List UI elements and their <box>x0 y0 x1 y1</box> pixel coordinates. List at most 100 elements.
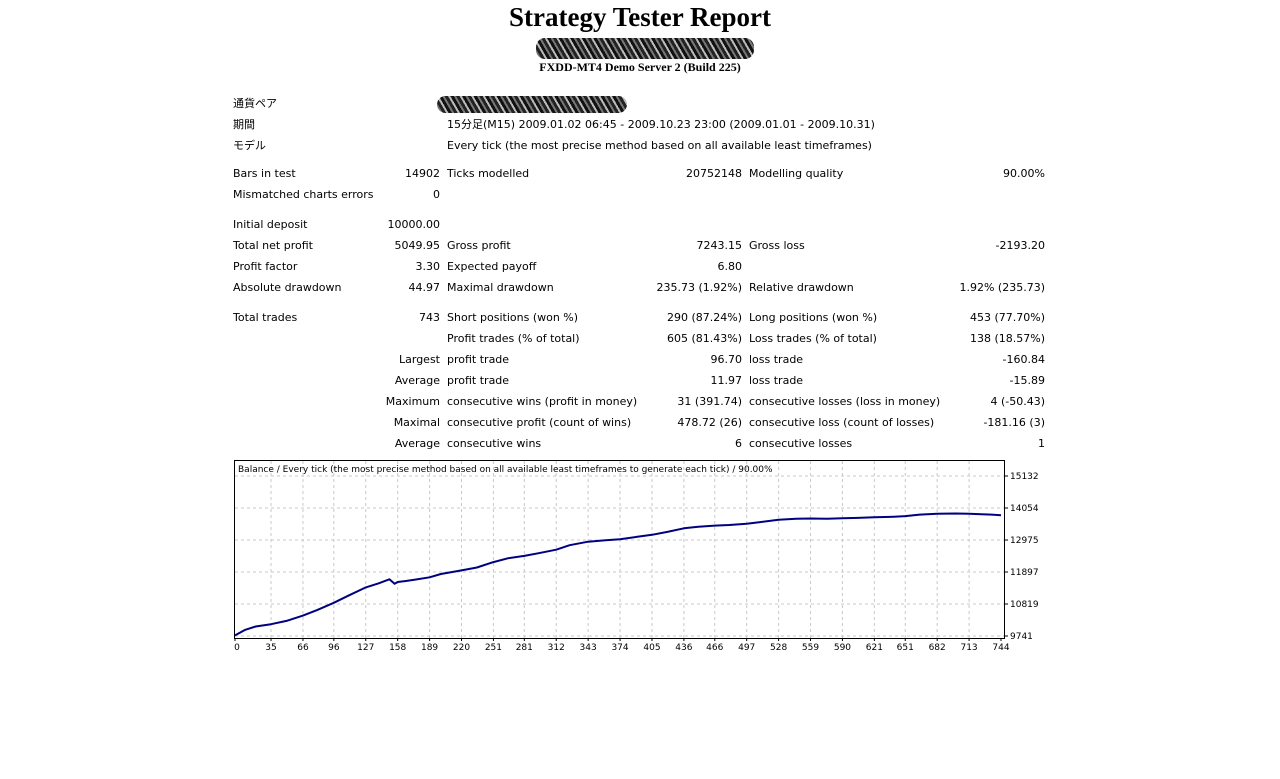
period-value: 15分足(M15) 2009.01.02 06:45 - 2009.10.23 … <box>447 118 875 131</box>
x-tick-label: 466 <box>706 643 723 653</box>
short-positions-value: 290 (87.24%) <box>666 311 742 324</box>
maximum-label: Maximum <box>385 395 440 408</box>
gross-loss-value: -2193.20 <box>995 239 1045 252</box>
x-tick-label: 374 <box>611 643 628 653</box>
profit-factor-label: Profit factor <box>233 260 298 273</box>
x-tick-label: 96 <box>328 643 340 653</box>
mismatch-value: 0 <box>433 188 440 201</box>
loss-trades-label: Loss trades (% of total) <box>749 332 877 345</box>
bars-value: 14902 <box>405 167 440 180</box>
bars-label: Bars in test <box>233 167 296 180</box>
ticks-value: 20752148 <box>686 167 742 180</box>
gross-profit-value: 7243.15 <box>696 239 743 252</box>
max-consecutive-wins-value: 31 (391.74) <box>677 395 742 408</box>
balance-line <box>234 512 1002 637</box>
x-tick-label: 621 <box>866 643 883 653</box>
largest-loss-label: loss trade <box>749 353 804 366</box>
pair-label: 通貨ペア <box>233 97 277 110</box>
server-name: FXDD-MT4 Demo Server 2 (Build 225) <box>539 60 741 74</box>
largest-profit-value: 96.70 <box>710 353 743 366</box>
x-tick-label: 744 <box>992 643 1009 653</box>
x-tick-label: 343 <box>580 643 597 653</box>
avg-consecutive-wins-label: consecutive wins <box>447 437 542 450</box>
max-drawdown-label: Maximal drawdown <box>447 281 554 294</box>
x-tick-label: 312 <box>548 643 565 653</box>
x-tick-label: 127 <box>357 643 374 653</box>
x-tick-label: 35 <box>265 643 276 653</box>
period-label: 期間 <box>233 118 255 131</box>
x-tick-label: 251 <box>485 643 502 653</box>
deposit-value: 10000.00 <box>387 218 441 231</box>
quality-label: Modelling quality <box>749 167 844 180</box>
x-tick-label: 158 <box>389 643 406 653</box>
model-label: モデル <box>233 139 266 152</box>
mismatch-label: Mismatched charts errors <box>233 188 374 201</box>
chart-y-ticks: 15132 14054 12975 11897 10819 9741 <box>1004 472 1039 642</box>
maximal-consecutive-profit-label: consecutive profit (count of wins) <box>447 416 632 429</box>
avg-consecutive-losses-value: 1 <box>1038 437 1045 450</box>
chart-title: Balance / Every tick (the most precise m… <box>238 465 773 475</box>
x-tick-label: 436 <box>675 643 692 653</box>
total-trades-value: 743 <box>419 311 440 324</box>
maximal-label: Maximal <box>393 416 440 429</box>
average-loss-value: -15.89 <box>1009 374 1045 387</box>
deposit-label: Initial deposit <box>233 218 308 231</box>
rel-drawdown-label: Relative drawdown <box>749 281 854 294</box>
long-positions-label: Long positions (won %) <box>749 311 878 324</box>
average-consecutive-label: Average <box>394 437 440 450</box>
x-tick-label: 651 <box>897 643 914 653</box>
loss-trades-value: 138 (18.57%) <box>969 332 1045 345</box>
profit-trades-value: 605 (81.43%) <box>666 332 742 345</box>
x-tick-label: 0 <box>234 643 240 653</box>
rel-drawdown-value: 1.92% (235.73) <box>959 281 1045 294</box>
x-tick-label: 713 <box>960 643 977 653</box>
abs-drawdown-label: Absolute drawdown <box>233 281 342 294</box>
largest-loss-value: -160.84 <box>1002 353 1045 366</box>
max-consecutive-wins-label: consecutive wins (profit in money) <box>447 395 638 408</box>
x-tick-label: 528 <box>770 643 787 653</box>
gross-profit-label: Gross profit <box>447 239 511 252</box>
redacted-expert-name <box>536 38 754 59</box>
net-profit-value: 5049.95 <box>394 239 441 252</box>
x-tick-label: 682 <box>929 643 946 653</box>
maximal-consecutive-loss-label: consecutive loss (count of losses) <box>749 416 935 429</box>
y-tick-label: 14054 <box>1010 504 1039 514</box>
max-consecutive-losses-label: consecutive losses (loss in money) <box>749 395 941 408</box>
average-loss-label: loss trade <box>749 374 804 387</box>
x-tick-label: 405 <box>643 643 660 653</box>
y-tick-label: 10819 <box>1010 600 1039 610</box>
balance-chart: Balance / Every tick (the most precise m… <box>234 460 1039 653</box>
average-profit-value: 11.97 <box>710 374 743 387</box>
quality-value: 90.00% <box>1003 167 1045 180</box>
expected-payoff-value: 6.80 <box>717 260 743 273</box>
maximal-consecutive-profit-value: 478.72 (26) <box>677 416 742 429</box>
max-consecutive-losses-value: 4 (-50.43) <box>990 395 1045 408</box>
largest-label: Largest <box>399 353 440 366</box>
profit-trades-label: Profit trades (% of total) <box>447 332 580 345</box>
x-tick-label: 281 <box>516 643 533 653</box>
average-label: Average <box>394 374 440 387</box>
short-positions-label: Short positions (won %) <box>447 311 579 324</box>
chart-x-ticks: 0 35 66 96 127 158 189 220 251 281 312 343 374 405 436… <box>234 638 1010 653</box>
y-tick-label: 9741 <box>1010 632 1033 642</box>
ticks-label: Ticks modelled <box>447 167 530 180</box>
profit-factor-value: 3.30 <box>415 260 441 273</box>
average-profit-label: profit trade <box>447 374 510 387</box>
abs-drawdown-value: 44.97 <box>408 281 441 294</box>
report-title: Strategy Tester Report <box>509 2 771 32</box>
x-tick-label: 590 <box>834 643 851 653</box>
long-positions-value: 453 (77.70%) <box>969 311 1045 324</box>
y-tick-label: 12975 <box>1010 536 1039 546</box>
expected-payoff-label: Expected payoff <box>447 260 537 273</box>
maximal-consecutive-loss-value: -181.16 (3) <box>983 416 1045 429</box>
y-tick-label: 15132 <box>1010 472 1039 482</box>
largest-profit-label: profit trade <box>447 353 510 366</box>
x-tick-label: 189 <box>421 643 438 653</box>
y-tick-label: 11897 <box>1010 568 1039 578</box>
x-tick-label: 497 <box>738 643 755 653</box>
x-tick-label: 559 <box>802 643 819 653</box>
gross-loss-label: Gross loss <box>749 239 805 252</box>
avg-consecutive-wins-value: 6 <box>735 437 742 450</box>
redacted-pair <box>437 96 627 113</box>
total-trades-label: Total trades <box>233 311 298 324</box>
